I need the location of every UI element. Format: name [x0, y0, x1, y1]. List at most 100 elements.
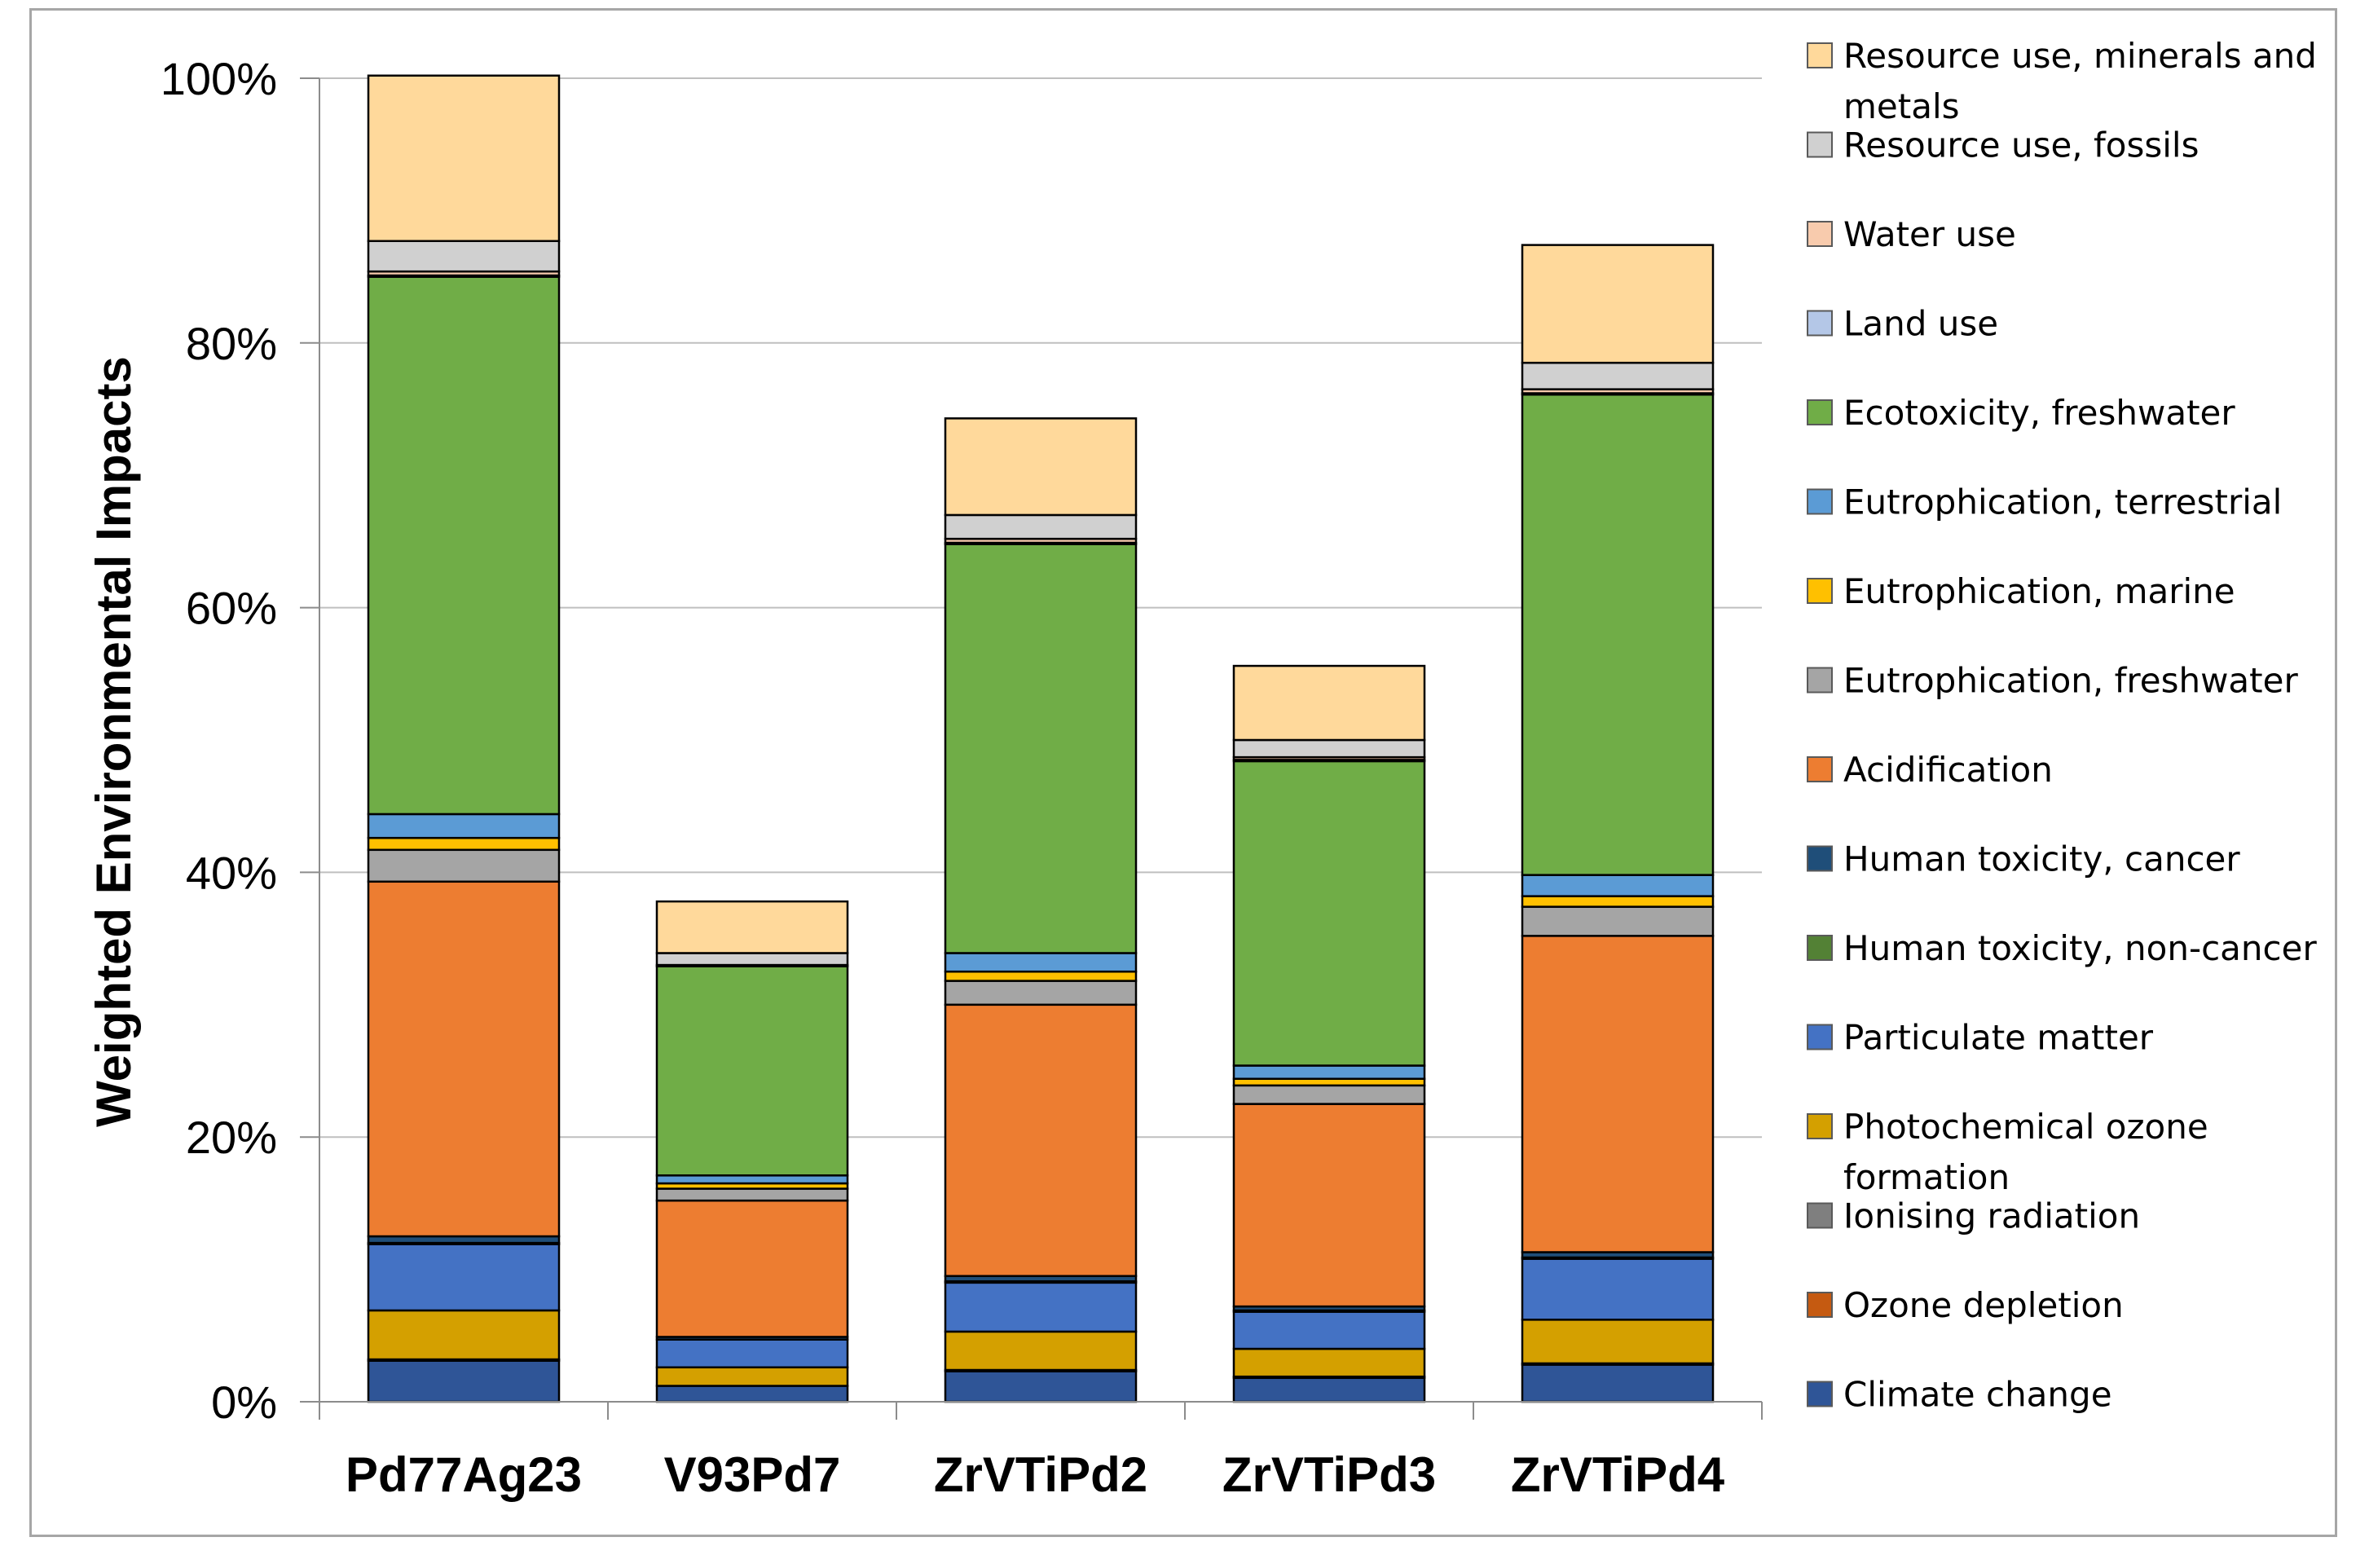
x-category-label: Pd77Ag23: [346, 1447, 582, 1502]
y-tick-label: 100%: [161, 53, 277, 104]
legend-label: Climate change: [1843, 1375, 2112, 1415]
legend-label: Ozone depletion: [1843, 1285, 2124, 1325]
bar-segment: [655, 1366, 849, 1387]
legend-label-line: formation: [1843, 1157, 2010, 1197]
legend-swatch: [1807, 1024, 1833, 1050]
legend-swatch: [1807, 667, 1833, 694]
bar-segment: [367, 275, 561, 816]
x-category-label: V93Pd7: [664, 1447, 841, 1502]
legend-label: Water use: [1843, 214, 2016, 254]
bar-segment: [944, 952, 1138, 973]
legend-label: Particulate matter: [1843, 1018, 2154, 1058]
x-category-labels: Pd77Ag23 V93Pd7 ZrVTiPd2 ZrVTiPd3 ZrVTiPd4: [346, 1447, 1725, 1502]
legend-label: Eutrophication, terrestrial: [1843, 482, 2282, 522]
bar-segment: [944, 543, 1138, 954]
bar-segment: [367, 1243, 561, 1312]
bar-segment: [655, 1174, 849, 1185]
legend-label: Land use: [1843, 304, 1998, 344]
bar-segment: [655, 1187, 849, 1202]
bar-segment: [944, 513, 1138, 540]
bar-segment: [944, 1003, 1138, 1277]
y-tick-label: 20%: [186, 1112, 277, 1163]
y-tick-label: 80%: [186, 318, 277, 369]
legend-swatch: [1807, 488, 1833, 515]
legend-label: Resource use, minerals and metals: [1843, 36, 2317, 126]
bar-segment: [367, 813, 561, 839]
bar-segment: [1232, 1084, 1426, 1105]
x-category-label: ZrVTiPd4: [1511, 1447, 1725, 1502]
x-category-label: ZrVTiPd2: [934, 1447, 1147, 1502]
bar-segment: [1521, 393, 1715, 876]
legend-swatch: [1807, 935, 1833, 961]
bar-segment: [367, 1359, 561, 1403]
y-tick-labels: 0% 20% 40% 60% 80% 100%: [161, 53, 277, 1428]
legend-swatch: [1807, 1292, 1833, 1318]
bar-segment: [1521, 1257, 1715, 1321]
bar-segment: [944, 1281, 1138, 1333]
bar-segment: [1521, 1363, 1715, 1403]
bar-segment: [1232, 1310, 1426, 1350]
bar-segment: [1232, 1064, 1426, 1080]
bar-segment: [655, 952, 849, 967]
bar-segment: [1232, 738, 1426, 759]
y-tick-label: 0%: [211, 1376, 277, 1428]
legend-label-line: Resource use, minerals and: [1843, 36, 2317, 76]
bar-segment: [944, 1330, 1138, 1372]
y-axis-title: Weighted Environmental Impacts: [86, 356, 141, 1127]
bar-segment: [655, 900, 849, 954]
legend-label: Resource use, fossils: [1843, 126, 2199, 165]
bar-segment: [944, 970, 1138, 982]
legend-label: Eutrophication, marine: [1843, 571, 2235, 611]
legend-label: Eutrophication, freshwater: [1843, 661, 2298, 701]
bar-segment: [655, 1385, 849, 1403]
legend-swatch: [1807, 1113, 1833, 1139]
legend-label: Human toxicity, cancer: [1843, 839, 2240, 879]
y-tick-label: 40%: [186, 847, 277, 898]
bar-segment: [944, 1370, 1138, 1403]
bar-segment: [367, 1309, 561, 1361]
axes: [300, 77, 1763, 1420]
bar-segment: [367, 848, 561, 883]
bar-segment: [1232, 1103, 1426, 1308]
bar-segment: [1521, 905, 1715, 937]
legend-swatch: [1807, 845, 1833, 872]
legend-swatch: [1807, 578, 1833, 604]
legend-swatch: [1807, 1202, 1833, 1229]
bar-segment: [1521, 244, 1715, 364]
legend-swatch: [1807, 1381, 1833, 1407]
bar-segment: [367, 880, 561, 1238]
bar-segment: [655, 1199, 849, 1338]
y-tick-label: 60%: [186, 583, 277, 634]
bar-segment: [1232, 1376, 1426, 1403]
bar-segment: [1521, 895, 1715, 908]
legend: Resource use, minerals and metalsResource…: [1807, 36, 2317, 1415]
bar-segment: [1521, 874, 1715, 897]
bar-segment: [1232, 760, 1426, 1067]
legend-swatch: [1807, 399, 1833, 425]
legend-swatch: [1807, 131, 1833, 158]
bar-segment: [1232, 1347, 1426, 1378]
legend-label: Human toxicity, non-cancer: [1843, 928, 2317, 968]
legend-swatch: [1807, 42, 1833, 68]
bar-segment: [944, 417, 1138, 517]
legend-label: Photochemical ozone formation: [1843, 1107, 2208, 1197]
bar-segment: [367, 836, 561, 852]
bar-segment: [1521, 1319, 1715, 1365]
bar-segment: [1232, 664, 1426, 742]
bar-segment: [944, 980, 1138, 1006]
bars: [367, 74, 1715, 1403]
legend-label: Acidification: [1843, 750, 2053, 790]
legend-label-line: metals: [1843, 86, 1960, 126]
bar-segment: [655, 965, 849, 1177]
legend-swatch: [1807, 756, 1833, 782]
legend-label: Ecotoxicity, freshwater: [1843, 393, 2235, 433]
bar-segment: [367, 240, 561, 273]
bar-segment: [1521, 361, 1715, 390]
legend-label: Ionising radiation: [1843, 1196, 2140, 1236]
legend-swatch: [1807, 221, 1833, 247]
bar-segment: [655, 1338, 849, 1369]
bar-segment: [1521, 935, 1715, 1253]
legend-swatch: [1807, 310, 1833, 337]
bar-segment: [367, 74, 561, 243]
